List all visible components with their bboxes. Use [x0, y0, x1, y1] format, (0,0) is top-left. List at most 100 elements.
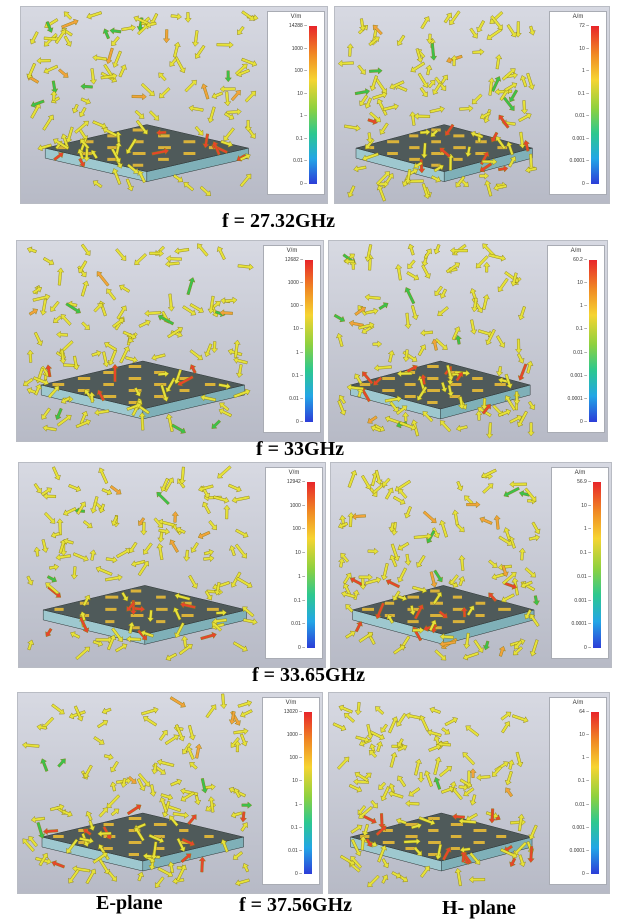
legend-tick-label: 1000 –	[291, 45, 307, 52]
field-arrow	[61, 809, 73, 818]
field-arrow	[408, 168, 419, 176]
field-arrow	[195, 743, 203, 759]
copper-patch	[103, 823, 114, 826]
field-arrow	[375, 825, 387, 836]
field-arrow	[228, 711, 236, 725]
copper-patch	[405, 847, 417, 850]
field-arrow	[396, 738, 404, 748]
field-arrow	[426, 729, 442, 737]
field-arrow	[212, 617, 227, 625]
copper-patch	[154, 383, 167, 386]
field-arrow	[423, 248, 432, 260]
field-arrow	[366, 132, 374, 144]
legend-tick-label: 64 –	[579, 709, 589, 715]
field-arrow	[363, 814, 377, 824]
field-arrow	[524, 487, 537, 502]
field-arrow	[60, 133, 70, 149]
field-arrow	[483, 261, 491, 273]
field-arrow	[28, 835, 38, 848]
field-arrow	[50, 90, 58, 101]
copper-patch	[81, 140, 94, 144]
field-arrow	[163, 477, 174, 492]
field-arrow	[512, 646, 523, 656]
field-arrow	[451, 509, 459, 526]
field-arrow	[509, 857, 517, 868]
field-arrow	[458, 783, 469, 791]
field-arrow	[429, 571, 438, 588]
field-arrow	[194, 125, 204, 136]
copper-patch	[128, 377, 142, 380]
field-arrow	[140, 82, 155, 97]
field-arrow	[463, 787, 475, 797]
legend-tick-label: 0.1 –	[575, 326, 587, 333]
field-arrow	[56, 414, 72, 427]
field-arrow	[488, 808, 496, 824]
field-arrow	[169, 815, 179, 827]
field-arrow	[496, 335, 506, 348]
field-arrow	[239, 153, 251, 161]
field-arrow	[515, 751, 524, 768]
field-arrow	[200, 778, 209, 794]
legend-tick-label: 0.01 –	[291, 621, 305, 628]
field-arrow	[408, 787, 421, 797]
field-arrow	[520, 100, 529, 115]
field-arrow	[503, 486, 520, 498]
field-arrow	[26, 246, 37, 254]
field-arrow	[513, 841, 527, 856]
field-arrow	[377, 845, 387, 863]
field-arrow	[529, 613, 540, 627]
field-arrow	[138, 412, 146, 431]
field-arrow	[27, 639, 35, 651]
field-arrow	[482, 483, 494, 494]
legend-tick-label: 1000 –	[286, 732, 302, 739]
field-arrow	[389, 752, 398, 768]
legend-tick-label: 0 –	[582, 181, 589, 187]
field-arrow	[433, 569, 443, 583]
field-arrow	[384, 415, 401, 425]
field-arrow	[531, 521, 541, 535]
field-arrow	[458, 576, 466, 587]
field-arrow	[522, 139, 530, 152]
field-arrow	[402, 349, 410, 362]
field-arrow	[412, 585, 428, 594]
field-arrow	[32, 286, 43, 295]
field-arrow	[191, 30, 200, 47]
field-arrow	[158, 527, 171, 535]
field-arrow	[94, 408, 110, 417]
field-arrow	[167, 293, 175, 312]
field-arrow	[101, 707, 112, 715]
field-arrow	[507, 759, 515, 770]
field-arrow	[386, 614, 395, 624]
field-arrow	[106, 288, 117, 301]
field-arrow	[354, 771, 369, 782]
field-arrow	[455, 175, 466, 188]
copper-patch	[449, 383, 462, 386]
field-arrow	[234, 63, 248, 76]
field-arrow	[438, 766, 453, 778]
copper-patch	[431, 140, 441, 144]
field-arrow	[432, 527, 440, 539]
field-arrow	[454, 334, 462, 345]
field-arrow	[219, 85, 236, 93]
field-arrow	[47, 385, 60, 399]
field-arrow	[142, 715, 158, 727]
legend-unit: V/m	[286, 248, 298, 254]
field-arrow	[211, 419, 221, 429]
field-arrow	[362, 371, 374, 385]
field-arrow	[429, 105, 445, 114]
legend-tick-label: 0.001 –	[572, 824, 589, 831]
legend-tick-label: 10 –	[293, 326, 303, 333]
field-arrow	[200, 631, 217, 641]
field-arrow	[421, 183, 431, 199]
copper-patch	[475, 140, 487, 144]
field-arrow	[105, 47, 114, 65]
field-arrow	[224, 112, 235, 120]
legend-tick-label: 13020 –	[283, 709, 302, 715]
field-arrow	[513, 391, 521, 405]
field-arrow	[423, 770, 434, 787]
field-arrow	[517, 306, 526, 321]
field-arrow	[364, 576, 382, 585]
field-arrow	[170, 778, 182, 787]
field-arrow	[504, 373, 513, 389]
field-arrow	[397, 541, 410, 551]
